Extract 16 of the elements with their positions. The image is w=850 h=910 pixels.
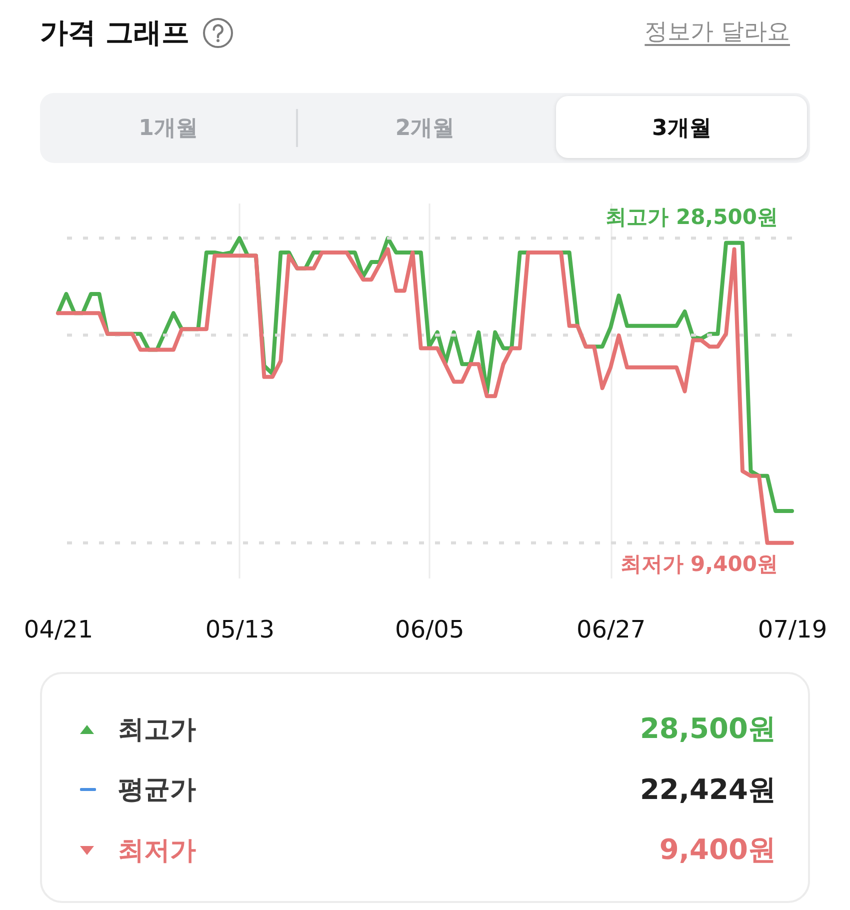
tab-bar: 1개월 2개월 3개월 (40, 93, 810, 163)
ref-line-label: 최고가 28,500원 (606, 205, 778, 230)
category-label: 최저가 (118, 834, 196, 868)
chart-title: 가격 그래프 (40, 15, 190, 51)
x-tick-label: 07/19 (758, 616, 828, 644)
category-label: 평균가 (118, 774, 196, 807)
data-label: 9,400원 (659, 832, 776, 868)
data-label: 22,424원 (640, 772, 776, 808)
x-tick-label: 06/27 (576, 616, 646, 644)
x-tick-label: 05/13 (205, 616, 275, 644)
ref-line-label: 최저가 9,400원 (620, 552, 778, 576)
x-tick-label: 04/21 (24, 616, 94, 644)
x-tick-label: 06/05 (395, 616, 464, 644)
text: 정보가 달라요 (644, 18, 790, 47)
data-label: 28,500원 (640, 711, 776, 747)
category-label: 최고가 (118, 714, 196, 746)
